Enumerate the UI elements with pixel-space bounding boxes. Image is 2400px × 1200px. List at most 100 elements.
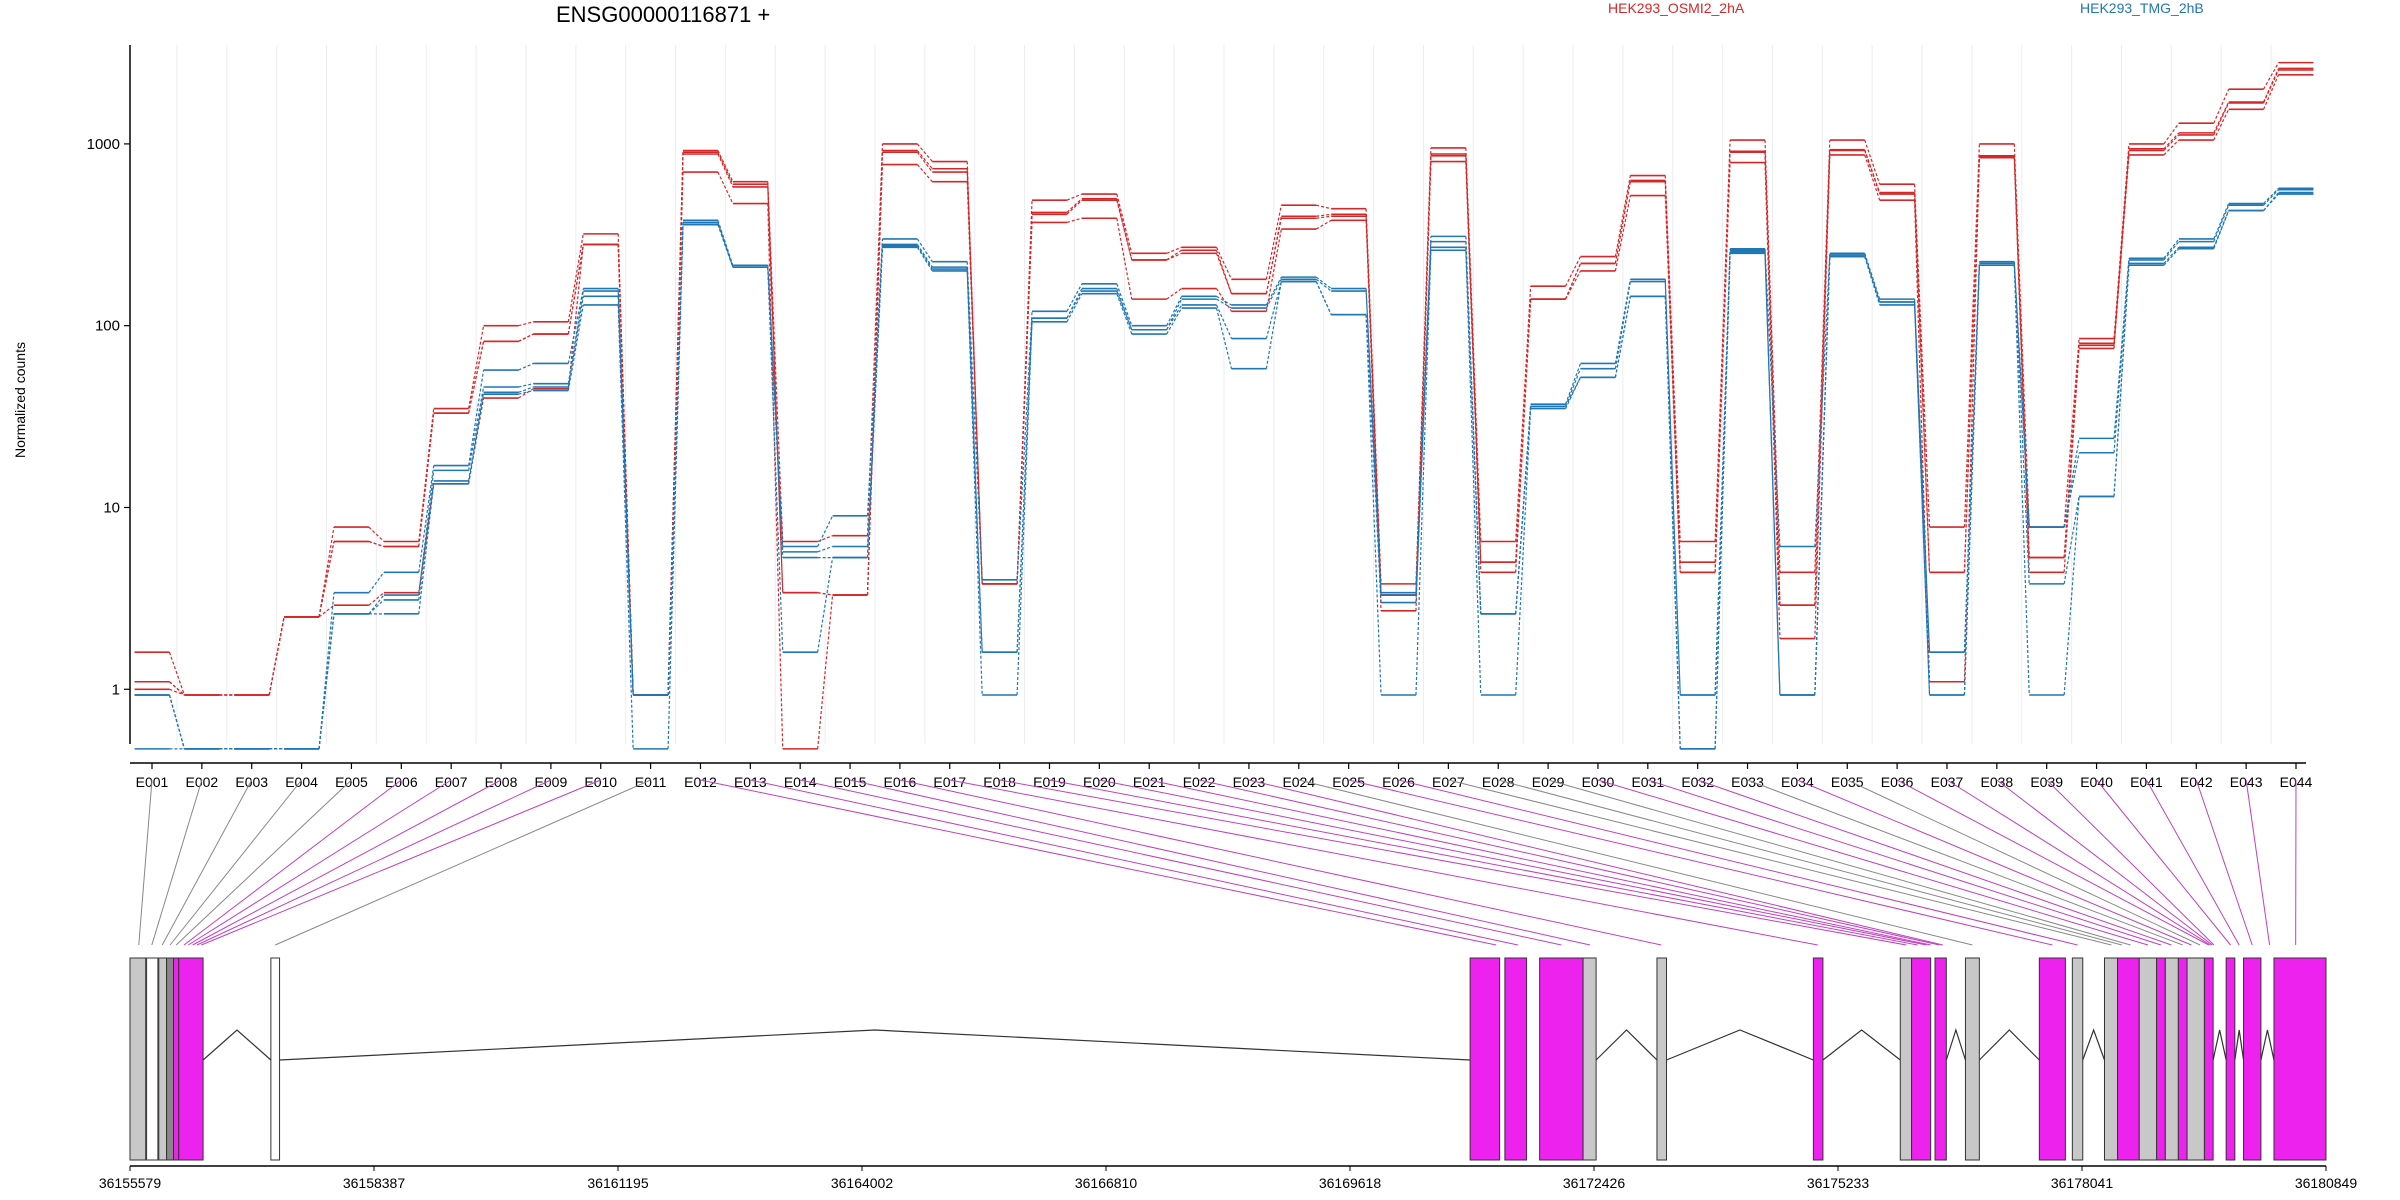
exon-mapping-line: [1797, 779, 2192, 946]
exon-box: [173, 957, 180, 1161]
series-connector: [2113, 258, 2130, 439]
series-connector: [1116, 288, 1133, 330]
series-connector: [2213, 210, 2230, 249]
x-tick-label: E030: [1582, 774, 1615, 790]
series-connector: [767, 267, 784, 558]
series-connector: [1316, 213, 1332, 217]
series-connector: [1864, 150, 1881, 195]
series-connector: [817, 592, 833, 596]
series-connector: [1316, 215, 1332, 219]
exon-mapping-line: [183, 779, 402, 946]
x-tick-label: E020: [1083, 774, 1116, 790]
x-tick-label: E039: [2030, 774, 2063, 790]
exon-box: [2186, 957, 2205, 1161]
series-connector: [966, 261, 983, 580]
series-connector: [717, 151, 734, 185]
exon-mapping-line: [1198, 779, 1940, 946]
series-connector: [1316, 204, 1332, 210]
series-connector: [1565, 377, 1582, 409]
exon-box: [158, 957, 168, 1161]
series-connector: [518, 389, 534, 395]
genomic-tick-label: 36155579: [99, 1175, 162, 1191]
x-tick-label: E004: [285, 774, 318, 790]
exon-mapping-line: [151, 779, 203, 946]
series-connector: [1864, 253, 1881, 300]
series-connector: [2163, 248, 2180, 266]
exon-mapping-line: [1498, 779, 2122, 946]
series-connector: [2113, 154, 2130, 349]
intron-connector: [1822, 1029, 1901, 1061]
series-connector: [617, 304, 634, 749]
series-connector: [2213, 102, 2230, 136]
series-connector: [567, 244, 584, 389]
exon-box: [146, 957, 159, 1161]
series-connector: [1963, 143, 1980, 528]
series-connector: [2163, 238, 2180, 259]
exon-mapping-line: [1697, 779, 2172, 946]
exon-mapping-line: [2046, 779, 2215, 946]
exon-mapping-line: [138, 779, 153, 946]
series-connector: [1265, 228, 1282, 312]
series-connector: [1714, 253, 1731, 749]
series-connector: [1864, 154, 1881, 201]
series-connector: [1216, 295, 1232, 306]
genomic-tick-label: 36164002: [831, 1175, 894, 1191]
exon-mapping-line: [201, 779, 601, 946]
exon-mapping-line: [175, 779, 352, 946]
series-connector: [1565, 377, 1582, 407]
exon-mapping-line: [2195, 779, 2253, 946]
exon-mapping-line: [1647, 779, 2162, 946]
series-connector: [916, 238, 933, 263]
exon-box: [1582, 957, 1597, 1161]
series-connector: [1116, 200, 1133, 261]
series-connector: [1614, 296, 1631, 378]
series-connector: [468, 325, 485, 409]
series-connector: [2263, 189, 2279, 206]
x-tick-label: E024: [1282, 774, 1315, 790]
series-connector: [567, 296, 584, 388]
series-connector: [1814, 253, 1831, 547]
series-connector: [2163, 132, 2180, 150]
series-connector: [468, 369, 485, 466]
series-connector: [717, 150, 734, 182]
x-tick-label: E016: [884, 774, 917, 790]
exon-mapping-line: [161, 779, 253, 946]
series-connector: [2213, 203, 2230, 240]
series-connector: [1066, 199, 1083, 215]
legend-item-osmi: HEK293_OSMI2_2hA: [1608, 0, 1745, 16]
series-connector: [916, 245, 933, 270]
series-connector: [368, 592, 385, 606]
series-connector: [1166, 288, 1182, 300]
series-connector: [2063, 338, 2080, 528]
series-connector: [1714, 250, 1731, 696]
series-connector: [2013, 157, 2030, 573]
intron-connector: [202, 1029, 272, 1061]
legend-item-tmg: HEK293_TMG_2hB: [2080, 0, 2204, 16]
series-connector: [1315, 276, 1332, 290]
exon-box: [2156, 957, 2166, 1161]
exon-mapping-line: [1847, 779, 2201, 946]
series-connector: [2163, 246, 2180, 264]
x-tick-label: E036: [1881, 774, 1914, 790]
series-connector: [1315, 281, 1332, 315]
series-connector: [717, 224, 734, 268]
series-connector: [1066, 283, 1083, 312]
series-connector: [1465, 250, 1482, 696]
x-tick-label: E003: [235, 774, 268, 790]
series-connector: [418, 470, 435, 596]
series-connector: [1066, 293, 1083, 323]
exon-mapping-line: [1298, 779, 1973, 946]
x-tick-label: E022: [1183, 774, 1216, 790]
exon-box: [1656, 957, 1668, 1161]
series-connector: [2163, 241, 2180, 261]
series-connector: [717, 171, 734, 204]
exon-mapping-line: [1996, 779, 2213, 946]
series-connector: [2263, 62, 2280, 90]
series-connector: [268, 616, 285, 696]
x-tick-label: E012: [684, 774, 717, 790]
series-connector: [1215, 247, 1233, 280]
series-connector: [1066, 290, 1083, 319]
x-tick-label: E013: [734, 774, 767, 790]
series-connector: [717, 153, 734, 188]
exon-mapping-line: [750, 779, 1519, 946]
